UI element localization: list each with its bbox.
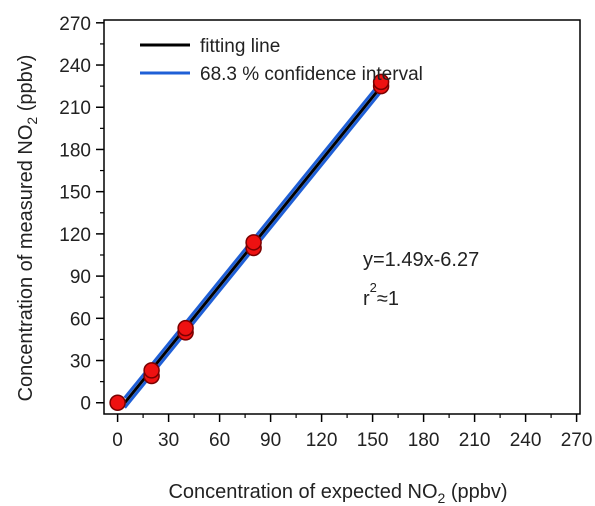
r-squared: r2≈1 [363,280,399,310]
fit-annotation: y=1.49x-6.27 r2≈1 [363,249,479,310]
y-axis-title: Concentration of measured NO2 (ppbv) [15,55,40,402]
y-tick-label: 180 [59,140,91,161]
legend-label-confidence-interval: 68.3 % confidence interval [200,64,423,85]
y-tick-label: 120 [59,225,91,246]
legend-label-fitting-line: fitting line [200,36,280,57]
x-tick-label: 180 [408,430,440,451]
x-tick-label: 90 [260,430,281,451]
data-point-4 [177,319,194,337]
x-tick-label: 270 [561,430,593,451]
x-tick-label: 30 [158,430,179,451]
y-tick-label: 150 [59,183,91,204]
y-tick-label: 210 [59,98,91,119]
axes-layer: 0 30 60 90 120 150 180 210 240 270 0 30 60 90 120 150 18… [59,14,592,451]
y-tick-label: 90 [70,267,91,288]
x-axis-title: Concentration of expected NO2 (ppbv) [168,481,507,506]
data-point-2 [143,362,160,379]
x-tick-label: 120 [306,430,338,451]
legend: fitting line 68.3 % confidence interval [140,36,423,85]
x-tick-label: 60 [209,430,230,451]
y-tick-label: 30 [70,352,91,373]
x-tick-label: 240 [510,430,542,451]
x-tick-label: 210 [459,430,491,451]
x-tick-label: 0 [112,430,123,451]
fit-equation: y=1.49x-6.27 [363,249,479,271]
y-tick-label: 0 [80,394,91,415]
data-point-0 [109,394,126,411]
data-point-8 [372,73,390,91]
plot-layer [109,73,390,411]
y-tick-label: 240 [59,56,91,77]
x-tick-label: 150 [357,430,389,451]
data-point-6 [245,234,262,251]
plot-frame [103,19,581,415]
y-tick-label: 270 [59,14,91,35]
y-tick-label: 60 [70,309,91,330]
